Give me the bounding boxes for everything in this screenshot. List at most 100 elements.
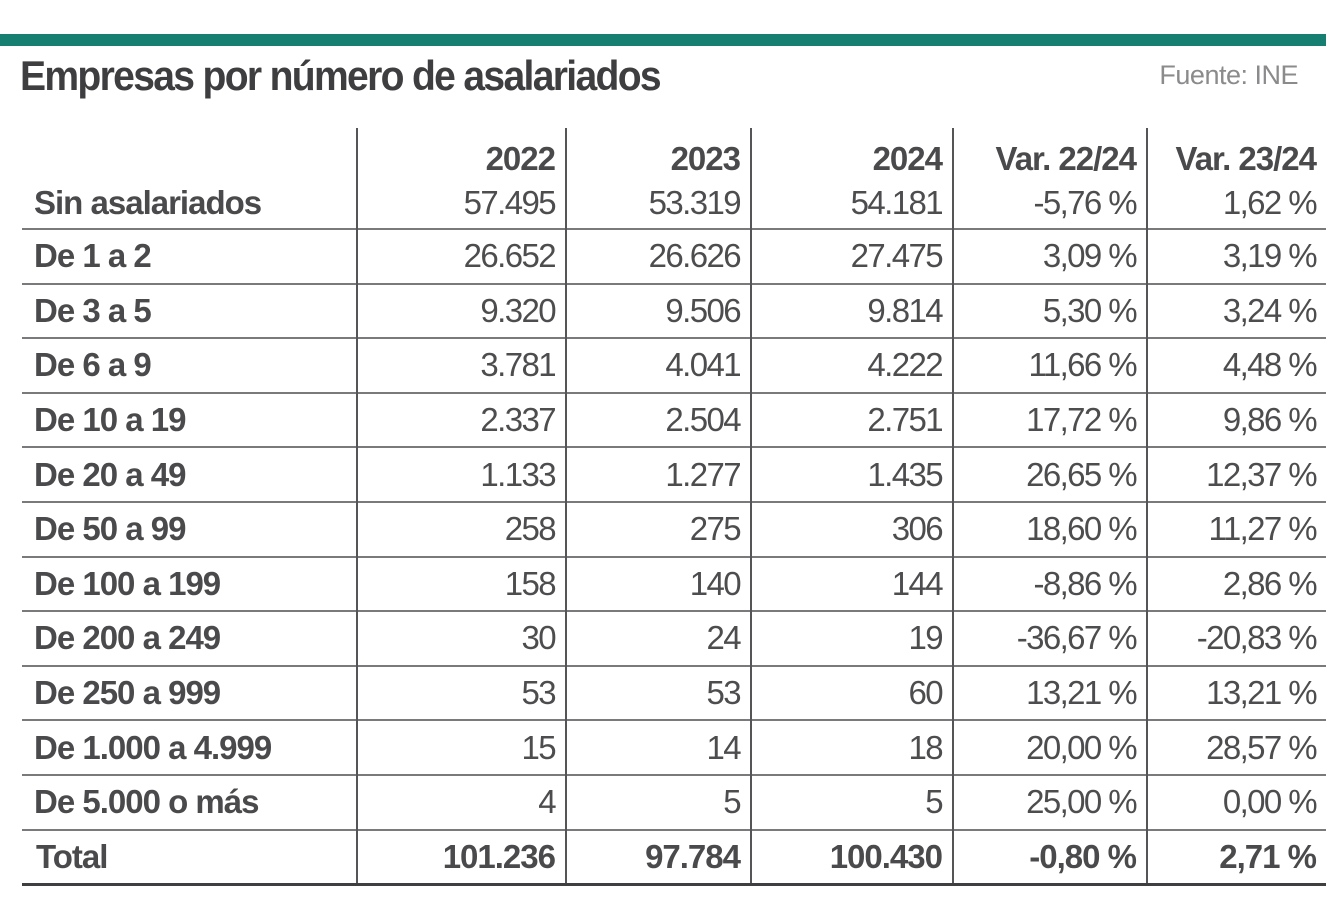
value-2022: 4 [356,774,566,830]
value-2024: 144 [750,556,953,612]
var-23-24: 13,21 % [1146,665,1326,721]
value-2023: 26.626 [565,229,751,284]
value-2022: 15 [356,720,566,775]
row-label: De 10 a 19 [34,401,186,439]
value-2022: 9.320 [356,283,566,339]
var-23-24: 3,19 % [1146,229,1326,284]
row-label: De 6 a 9 [34,346,152,384]
table-row: De 6 a 9 3.781 4.041 4.222 11,66 % 4,48 % [22,338,1326,393]
table-row: De 1 a 2 26.652 26.626 27.475 3,09 % 3,19 % [22,229,1326,284]
value-2023: 53 [565,665,751,721]
var-22-24: 17,72 % [952,392,1147,448]
var-22-24: -8,86 % [952,556,1147,612]
var-23-24: 4,48 % [1146,338,1326,393]
source-note: Fuente: INE [1159,60,1298,90]
header-row: 2022 2023 2024 Var. 22/24 Var. 23/24 [22,128,1326,178]
table-row: De 5.000 o más 4 5 5 25,00 % 0,00 % [22,774,1326,830]
value-2024: 54.181 [750,178,953,229]
row-label: De 50 a 99 [34,510,186,548]
value-2024: 60 [750,665,953,721]
var-23-24: 9,86 % [1146,392,1326,448]
var-22-24: 11,66 % [952,338,1147,393]
column-header-2023: 2023 [565,128,751,178]
value-2024: 18 [750,720,953,775]
value-2024: 2.751 [750,392,953,448]
accent-bar [0,34,1326,46]
var-23-24: 1,62 % [1146,178,1326,229]
column-header-label [22,128,357,178]
var-22-24: 3,09 % [952,229,1147,284]
value-2023: 97.784 [565,829,751,885]
data-table: 2022 2023 2024 Var. 22/24 Var. 23/24 Sin… [22,128,1326,886]
value-2024: 306 [750,501,953,557]
value-2022: 53 [356,665,566,721]
value-2024: 100.430 [750,829,953,885]
value-2024: 5 [750,774,953,830]
table-row: De 50 a 99 258 275 306 18,60 % 11,27 % [22,501,1326,557]
row-label: De 20 a 49 [34,455,186,493]
value-2022: 258 [356,501,566,557]
row-label: De 1.000 a 4.999 [34,728,272,766]
var-22-24: 5,30 % [952,283,1147,339]
var-23-24: 3,24 % [1146,283,1326,339]
row-label: De 3 a 5 [34,291,152,329]
value-2023: 4.041 [565,338,751,393]
table-row: De 100 a 199 158 140 144 -8,86 % 2,86 % [22,556,1326,612]
value-2024: 27.475 [750,229,953,284]
column-header-var-22-24: Var. 22/24 [952,128,1147,178]
row-label: De 5.000 o más [34,783,259,821]
value-2024: 1.435 [750,447,953,502]
total-row: Total 101.236 97.784 100.430 -0,80 % 2,71 % [22,829,1326,885]
column-header-var-23-24: Var. 23/24 [1146,128,1326,178]
value-2022: 57.495 [356,178,566,229]
var-23-24: 2,71 % [1146,829,1326,885]
value-2022: 3.781 [356,338,566,393]
value-2023: 14 [565,720,751,775]
var-23-24: 0,00 % [1146,774,1326,830]
var-23-24: 28,57 % [1146,720,1326,775]
var-22-24: -36,67 % [952,611,1147,666]
table-row: De 3 a 5 9.320 9.506 9.814 5,30 % 3,24 % [22,283,1326,339]
value-2022: 26.652 [356,229,566,284]
value-2023: 24 [565,611,751,666]
table-row: Sin asalariados 57.495 53.319 54.181 -5,76 %… [22,178,1326,229]
value-2023: 9.506 [565,283,751,339]
value-2024: 19 [750,611,953,666]
column-header-2022: 2022 [356,128,566,178]
value-2023: 5 [565,774,751,830]
table-row: De 200 a 249 30 24 19 -36,67 % -20,83 % [22,611,1326,666]
var-22-24: -5,76 % [952,178,1147,229]
row-label: Sin asalariados [34,184,262,221]
row-label: De 200 a 249 [34,619,221,657]
row-label: De 1 a 2 [34,237,152,275]
value-2024: 4.222 [750,338,953,393]
page-title: Empresas por número de asalariados [20,52,662,99]
value-2022: 101.236 [356,829,566,885]
table-row: De 1.000 a 4.999 15 14 18 20,00 % 28,57 % [22,720,1326,775]
value-2023: 2.504 [565,392,751,448]
value-2024: 9.814 [750,283,953,339]
value-2023: 1.277 [565,447,751,502]
row-label: De 100 a 199 [34,564,221,602]
var-22-24: 18,60 % [952,501,1147,557]
value-2023: 275 [565,501,751,557]
value-2022: 158 [356,556,566,612]
table-row: De 20 a 49 1.133 1.277 1.435 26,65 % 12,37 % [22,447,1326,502]
var-23-24: 12,37 % [1146,447,1326,502]
var-22-24: 13,21 % [952,665,1147,721]
var-22-24: 20,00 % [952,720,1147,775]
value-2022: 1.133 [356,447,566,502]
value-2022: 2.337 [356,392,566,448]
value-2023: 140 [565,556,751,612]
var-23-24: -20,83 % [1146,611,1326,666]
var-23-24: 11,27 % [1146,501,1326,557]
table-row: De 10 a 19 2.337 2.504 2.751 17,72 % 9,86 % [22,392,1326,448]
var-22-24: -0,80 % [952,829,1147,885]
table-row: De 250 a 999 53 53 60 13,21 % 13,21 % [22,665,1326,721]
row-label: Total [36,837,108,875]
value-2023: 53.319 [565,178,751,229]
var-22-24: 25,00 % [952,774,1147,830]
value-2022: 30 [356,611,566,666]
column-header-2024: 2024 [750,128,953,178]
var-23-24: 2,86 % [1146,556,1326,612]
